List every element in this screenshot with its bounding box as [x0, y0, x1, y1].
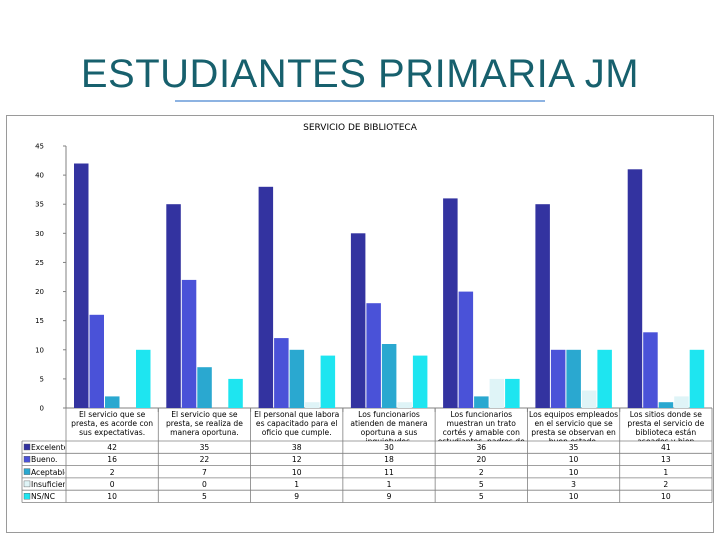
table-cell: 38 — [291, 443, 302, 452]
bar-2-1 — [89, 314, 104, 408]
category-label: Los funcionarios atienden de manera opor… — [350, 410, 428, 441]
table-cell: 22 — [199, 455, 210, 465]
bar-5-1 — [136, 349, 151, 408]
table-cell: 18 — [384, 455, 394, 465]
table-cell: 2 — [663, 479, 669, 489]
y-tick-label: 0 — [40, 405, 44, 413]
bar-3-6 — [566, 349, 581, 408]
bar-4-7 — [674, 396, 689, 408]
bar-3-5 — [474, 396, 489, 408]
legend-label: NS/NC — [31, 492, 56, 502]
bar-1-3 — [258, 186, 274, 408]
bar-3-7 — [658, 402, 674, 408]
table-cell: 30 — [384, 443, 394, 452]
legend-key — [23, 468, 31, 475]
table-cell: 10 — [568, 467, 579, 477]
y-tick-label: 10 — [35, 346, 44, 354]
table-cell: 9 — [386, 492, 392, 502]
table-cell: 10 — [661, 492, 671, 502]
table-cell: 13 — [661, 455, 671, 465]
table-cell: 3 — [571, 479, 576, 489]
table-cell: 0 — [109, 479, 115, 489]
bar-3-4 — [381, 344, 397, 408]
legend-key — [23, 480, 31, 488]
table-cell: 5 — [202, 492, 207, 502]
table-cell: 1 — [663, 467, 669, 477]
category-label: El servicio que se presta, es acorde con… — [71, 410, 154, 437]
bar-3-2 — [197, 367, 212, 408]
title-divider — [175, 100, 545, 102]
table-cell: 42 — [107, 443, 117, 452]
bar-3-1 — [105, 396, 120, 408]
bar-2-5 — [458, 291, 474, 408]
slide-title: ESTUDIANTES PRIMARIA JM — [80, 52, 640, 96]
bar-2-7 — [643, 332, 658, 408]
chart-title: SERVICIO DE BIBLIOTECA — [303, 123, 418, 133]
category-label: Los equipos empleados en el servicio que… — [529, 410, 619, 441]
bar-5-2 — [228, 378, 243, 408]
table-cell: 1 — [386, 479, 392, 489]
y-tick-label: 5 — [40, 375, 44, 383]
table-cell: 11 — [384, 467, 394, 477]
y-tick-label: 40 — [35, 172, 44, 180]
table-cell: 35 — [568, 443, 579, 452]
legend-label: Insuficiente. — [31, 479, 65, 489]
table-cell: 35 — [199, 443, 210, 452]
table-cell: 20 — [476, 455, 487, 465]
bar-5-3 — [320, 355, 336, 408]
table-cell: 10 — [568, 455, 579, 465]
table-cell: 2 — [478, 467, 484, 477]
legend-key — [23, 456, 31, 463]
bar-1-6 — [535, 204, 550, 408]
y-tick-label: 15 — [35, 317, 44, 325]
category-label: Los funcionarios muestran un trato corté… — [438, 410, 525, 441]
table-cell: 36 — [476, 443, 487, 452]
bar-2-6 — [550, 349, 566, 408]
bar-4-6 — [581, 390, 597, 408]
bar-1-2 — [166, 204, 181, 408]
bar-1-4 — [350, 233, 366, 408]
table-cell: 5 — [478, 492, 484, 502]
category-label: El personal que labora es capacitado par… — [254, 410, 340, 437]
bar-2-2 — [181, 279, 197, 408]
table-cell: 12 — [291, 455, 302, 465]
legend-key — [23, 443, 31, 451]
bar-1-5 — [443, 198, 458, 408]
y-tick-label: 30 — [35, 230, 44, 238]
y-tick-label: 35 — [35, 201, 44, 209]
legend-key — [23, 493, 31, 500]
table-cell: 7 — [202, 467, 207, 477]
table-cell: 10 — [107, 492, 117, 502]
category-label: Los sitios donde se presta el servicio d… — [627, 410, 705, 441]
table-cell: 1 — [294, 479, 300, 489]
bar-5-6 — [597, 349, 612, 408]
y-tick-label: 20 — [35, 288, 44, 296]
bar-1-1 — [74, 163, 89, 408]
table-cell: 10 — [568, 492, 579, 502]
bar-2-3 — [274, 338, 289, 408]
bar-5-7 — [689, 349, 705, 408]
bar-5-5 — [505, 378, 520, 408]
table-cell: 0 — [202, 479, 207, 489]
y-tick-label: 45 — [35, 143, 44, 151]
legend-label: Excelente. — [31, 443, 65, 452]
table-cell: 5 — [478, 479, 484, 489]
table-cell: 10 — [291, 467, 302, 477]
category-label: El servicio que se presta, se realiza de… — [165, 410, 243, 437]
legend-label: Aceptable. — [31, 467, 65, 477]
bar-4-5 — [489, 378, 505, 408]
bar-1-7 — [627, 169, 643, 408]
bar-4-3 — [305, 402, 320, 408]
table-cell: 9 — [294, 492, 300, 502]
legend-label: Bueno. — [31, 455, 58, 465]
table-cell: 41 — [661, 443, 671, 452]
table-cell: 16 — [107, 455, 117, 465]
bar-4-4 — [397, 402, 412, 408]
table-cell: 2 — [109, 467, 115, 477]
bar-2-4 — [366, 303, 381, 408]
bar-5-4 — [412, 355, 428, 408]
bar-3-3 — [289, 349, 305, 408]
y-tick-label: 25 — [35, 259, 44, 267]
